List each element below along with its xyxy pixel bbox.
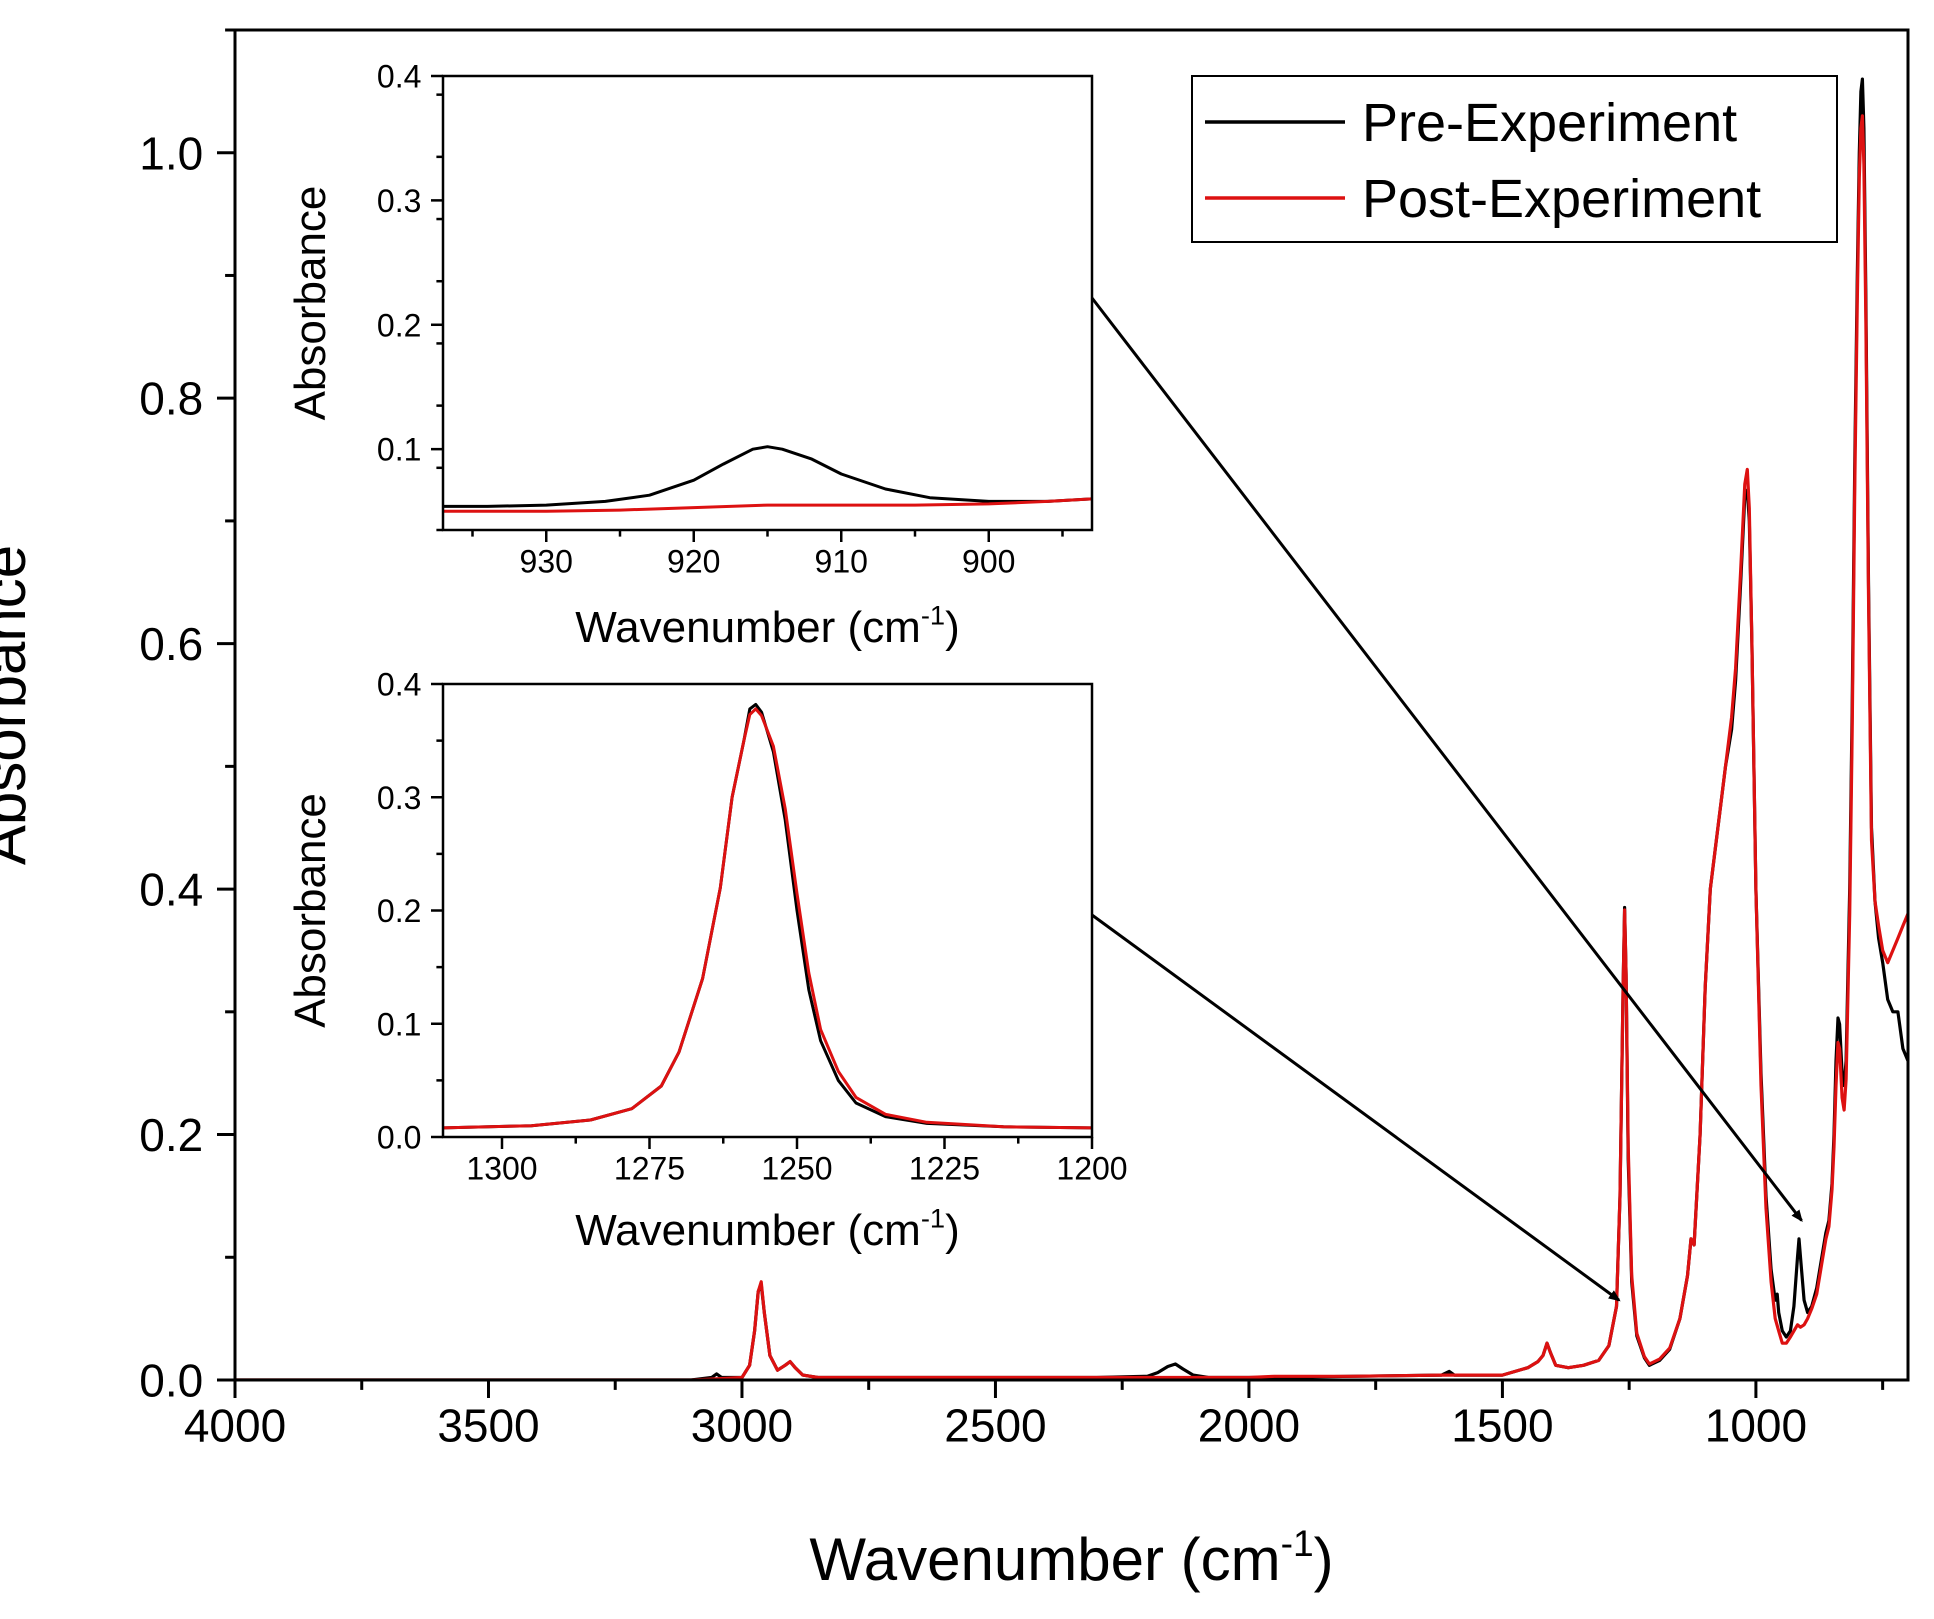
main-plot-y-tick-label: 0.2 xyxy=(139,1109,203,1161)
inset-1260-x-tick-label: 1300 xyxy=(466,1150,537,1186)
main-plot-y-axis-label: Absorbance xyxy=(0,545,38,865)
inset-1260-pointer-arrow xyxy=(1091,913,1621,1302)
inset-1260: 1300 1275 1250 1225 1200 0.0 0.1 0.2 0.3 0.4 Waven… xyxy=(286,667,1128,1255)
main-plot-frame xyxy=(233,28,1910,1382)
inset-900-y-tick-label: 0.1 xyxy=(377,432,421,468)
main-plot-y-tick-label: 1.0 xyxy=(139,127,203,179)
inset-1260-frame xyxy=(441,682,1094,1139)
inset-1260-y-tick-label: 0.0 xyxy=(377,1120,421,1156)
inset-1260-x-tick-label: 1225 xyxy=(909,1150,980,1186)
main-plot-y-tick-label: 0.0 xyxy=(139,1355,203,1407)
legend-label-post: Post-Experiment xyxy=(1362,169,1761,229)
inset-900-x-tick-label: 930 xyxy=(520,543,573,579)
inset-900-x-tick-label: 900 xyxy=(962,543,1015,579)
main-plot-x-tick-label: 3000 xyxy=(691,1400,793,1452)
inset-1260-x-axis-label: Wavenumber (cm-1) xyxy=(575,1202,959,1255)
inset-900-series-pre xyxy=(443,445,1092,508)
inset-1260-y-tick-label: 0.4 xyxy=(377,667,421,703)
main-plot-x-axis-label: Wavenumber (cm-1) xyxy=(809,1522,1333,1593)
inset-1260-y-tick-label: 0.1 xyxy=(377,1006,421,1042)
inset-1260-x-tick-label: 1200 xyxy=(1056,1150,1127,1186)
inset-900-x-axis-label: Wavenumber (cm-1) xyxy=(575,599,959,652)
inset-900-x-tick-label: 910 xyxy=(815,543,868,579)
main-plot-y-tick-label: 0.4 xyxy=(139,864,203,916)
main-plot: 4000 3500 3000 2500 2000 1500 1000 0.0 0.2 0.4 0.6… xyxy=(0,28,1910,1593)
main-plot-x-tick-label: 4000 xyxy=(184,1400,286,1452)
main-plot-x-tick-label: 2000 xyxy=(1198,1400,1300,1452)
inset-900-series-post xyxy=(443,497,1092,513)
legend: Pre-Experiment Post-Experiment xyxy=(1191,75,1838,243)
legend-box xyxy=(1191,75,1838,243)
inset-900-x-tick-label: 920 xyxy=(667,543,720,579)
main-plot-x-tick-label: 2500 xyxy=(944,1400,1046,1452)
inset-1260-series-pre xyxy=(443,702,1092,1130)
inset-900: 930 920 910 900 0.1 0.2 0.3 0.4 Wavenumber (cm-1… xyxy=(286,59,1094,652)
inset-900-y-tick-label: 0.3 xyxy=(377,183,421,219)
inset-900-frame xyxy=(441,74,1094,532)
inset-900-y-tick-label: 0.2 xyxy=(377,307,421,343)
main-plot-x-tick-label: 3500 xyxy=(437,1400,539,1452)
inset-1260-series-post xyxy=(443,707,1092,1130)
inset-1260-y-tick-label: 0.2 xyxy=(377,893,421,929)
inset-1260-y-tick-label: 0.3 xyxy=(377,780,421,816)
main-plot-y-tick-label: 0.8 xyxy=(139,373,203,425)
legend-label-pre: Pre-Experiment xyxy=(1362,93,1737,153)
inset-1260-x-tick-label: 1250 xyxy=(761,1150,832,1186)
main-plot-x-tick-label: 1000 xyxy=(1705,1400,1807,1452)
main-plot-y-tick-label: 0.6 xyxy=(139,618,203,670)
main-plot-series-post xyxy=(235,114,1908,1380)
main-plot-x-tick-label: 1500 xyxy=(1451,1400,1553,1452)
inset-1260-y-axis-label: Absorbance xyxy=(286,793,335,1028)
inset-1260-x-tick-label: 1275 xyxy=(614,1150,685,1186)
inset-900-y-axis-label: Absorbance xyxy=(286,186,335,421)
inset-900-pointer-arrow xyxy=(1090,297,1803,1223)
inset-900-y-tick-label: 0.4 xyxy=(377,59,421,95)
